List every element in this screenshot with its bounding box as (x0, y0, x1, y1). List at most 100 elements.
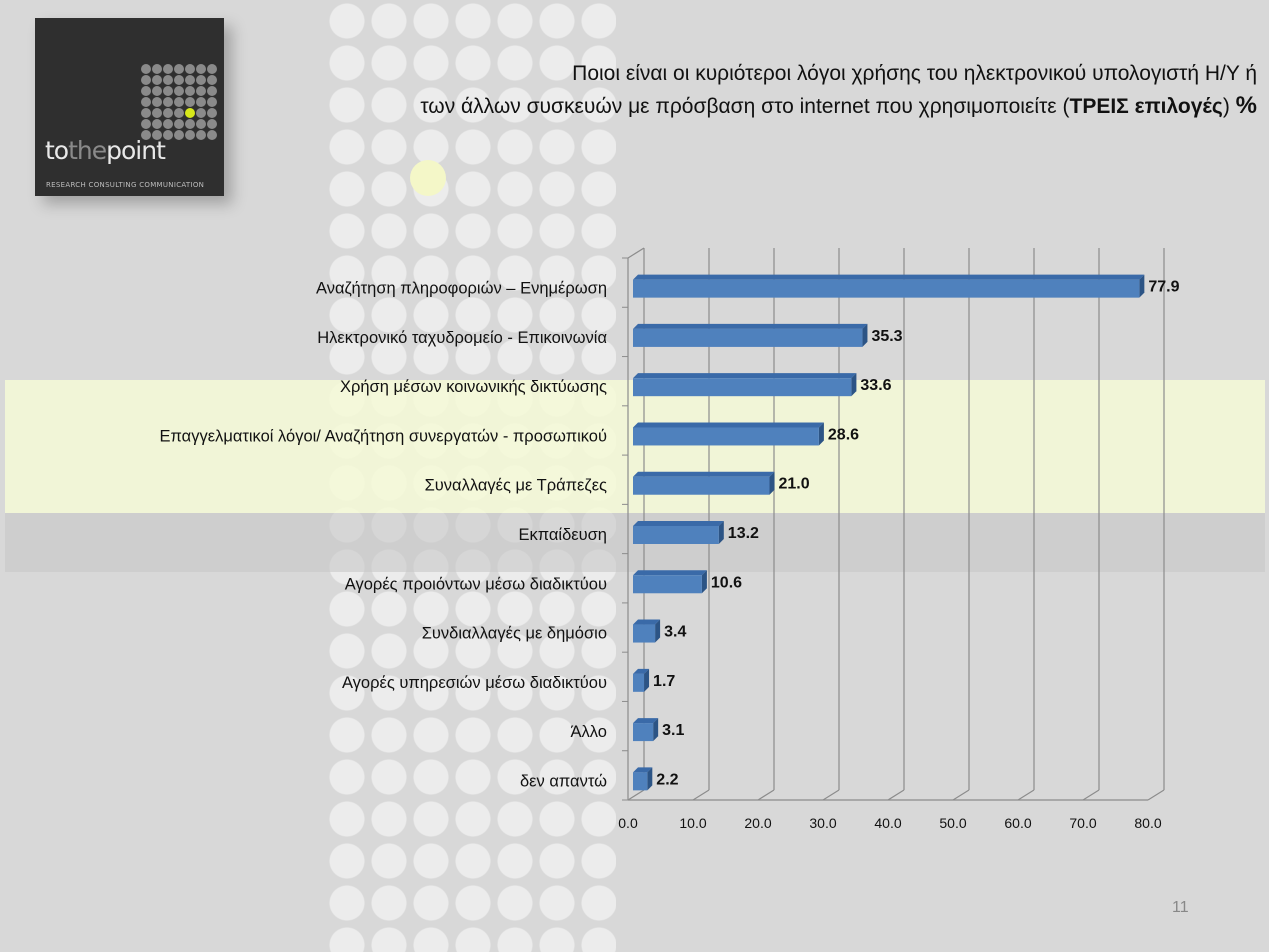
logo-dot (185, 64, 195, 74)
bar-end (718, 521, 724, 544)
data-label: 2.2 (656, 771, 678, 788)
logo-dot (185, 97, 195, 107)
logo-dot (163, 119, 173, 129)
logo-dot (152, 108, 162, 118)
category-label: δεν απαντώ (520, 772, 607, 790)
title-bold-text: ΤΡΕΙΣ επιλογές (1069, 95, 1223, 118)
logo-dot (174, 97, 184, 107)
bar-top (633, 471, 775, 477)
bar-end (851, 373, 857, 397)
gridline-floor (627, 789, 645, 801)
logo-dot (152, 97, 162, 107)
data-label: 3.4 (664, 624, 686, 641)
logo-dot (141, 64, 151, 74)
data-label: 3.1 (662, 722, 684, 739)
bar (633, 673, 645, 692)
logo-dot (185, 108, 195, 118)
bar (633, 772, 648, 791)
bar (633, 378, 852, 397)
category-label: Επαγγελματικοί λόγοι/ Αναζήτηση συνεργατ… (160, 427, 607, 445)
logo-dot (196, 64, 206, 74)
logo-dot (141, 75, 151, 85)
logo-dot (141, 119, 151, 129)
logo-dot (207, 75, 217, 85)
bar-end (1139, 274, 1145, 298)
category-label: Αγορές υπηρεσιών μέσω διαδικτύου (342, 674, 607, 692)
data-label: 77.9 (1148, 279, 1179, 296)
logo-dot (141, 86, 151, 96)
logo-dot (196, 86, 206, 96)
x-tick-label: 40.0 (874, 815, 901, 831)
bar (633, 476, 770, 495)
logo-dot (163, 97, 173, 107)
x-tick-label: 50.0 (939, 815, 966, 831)
bar-end (769, 471, 775, 495)
logo-dot (163, 130, 173, 140)
category-label: Αναζήτηση πληροφοριών – Ενημέρωση (316, 280, 607, 298)
category-label: Άλλο (571, 723, 607, 741)
title-text: των άλλων συσκευών με πρόσβαση στο inter… (420, 95, 1070, 118)
logo-dot (152, 86, 162, 96)
bar-end (818, 422, 824, 446)
logo-dot (163, 86, 173, 96)
logo-dot (207, 64, 217, 74)
logo-dot (196, 119, 206, 129)
logo-dot (207, 108, 217, 118)
y-axis-top (627, 247, 645, 259)
slide-title: Ποιοι είναι οι κυριότεροι λόγοι χρήσης τ… (420, 58, 1257, 123)
category-label: Συναλλαγές με Τράπεζες (425, 477, 607, 495)
logo-text: the (68, 136, 107, 165)
x-tick-label: 10.0 (679, 815, 706, 831)
bar-top (633, 718, 659, 724)
gridline-floor (1147, 789, 1165, 801)
logo-dot (152, 64, 162, 74)
logo-dot (163, 108, 173, 118)
bar-top (633, 767, 653, 773)
x-tick-label: 0.0 (618, 815, 638, 831)
bar (633, 723, 654, 742)
bar-end (647, 767, 653, 791)
logo-dot (141, 108, 151, 118)
logo-dot (196, 97, 206, 107)
bar-end (701, 570, 707, 594)
bar-top (633, 668, 650, 674)
logo-dot (185, 75, 195, 85)
data-label: 33.6 (860, 377, 891, 394)
logo-dot (207, 97, 217, 107)
bar (633, 328, 863, 347)
x-tick-label: 70.0 (1069, 815, 1096, 831)
bar-top (633, 373, 857, 379)
bar-top (633, 570, 707, 576)
logo-dot (174, 86, 184, 96)
logo-text: point (106, 136, 166, 165)
gridline-floor (952, 789, 970, 801)
gridline-floor (822, 789, 840, 801)
bar (633, 279, 1140, 298)
data-label: 10.6 (711, 574, 742, 591)
x-tick-label: 80.0 (1134, 815, 1161, 831)
logo-dot (207, 86, 217, 96)
gridline-floor (692, 789, 710, 801)
data-label: 13.2 (728, 525, 759, 542)
logo-dot (174, 130, 184, 140)
logo-dot (185, 130, 195, 140)
bar (633, 427, 819, 446)
gridline-floor (1017, 789, 1035, 801)
logo-dot (141, 97, 151, 107)
category-label: Χρήση μέσων κοινωνικής δικτύωσης (340, 378, 607, 396)
logo-dot (185, 119, 195, 129)
bar-top (633, 323, 868, 329)
page-number: 11 (1172, 899, 1189, 916)
logo-dot (207, 119, 217, 129)
logo-dot (141, 130, 151, 140)
bar (633, 575, 702, 594)
logo-dot (174, 75, 184, 85)
category-label: Συνδιαλλαγές με δημόσιο (422, 625, 607, 643)
data-label: 1.7 (653, 673, 675, 690)
logo-dot (196, 75, 206, 85)
category-label: Αγορές προιόντων μέσω διαδικτύου (345, 575, 607, 593)
logo-dot (174, 64, 184, 74)
logo-dot (152, 75, 162, 85)
bar-end (653, 718, 659, 742)
